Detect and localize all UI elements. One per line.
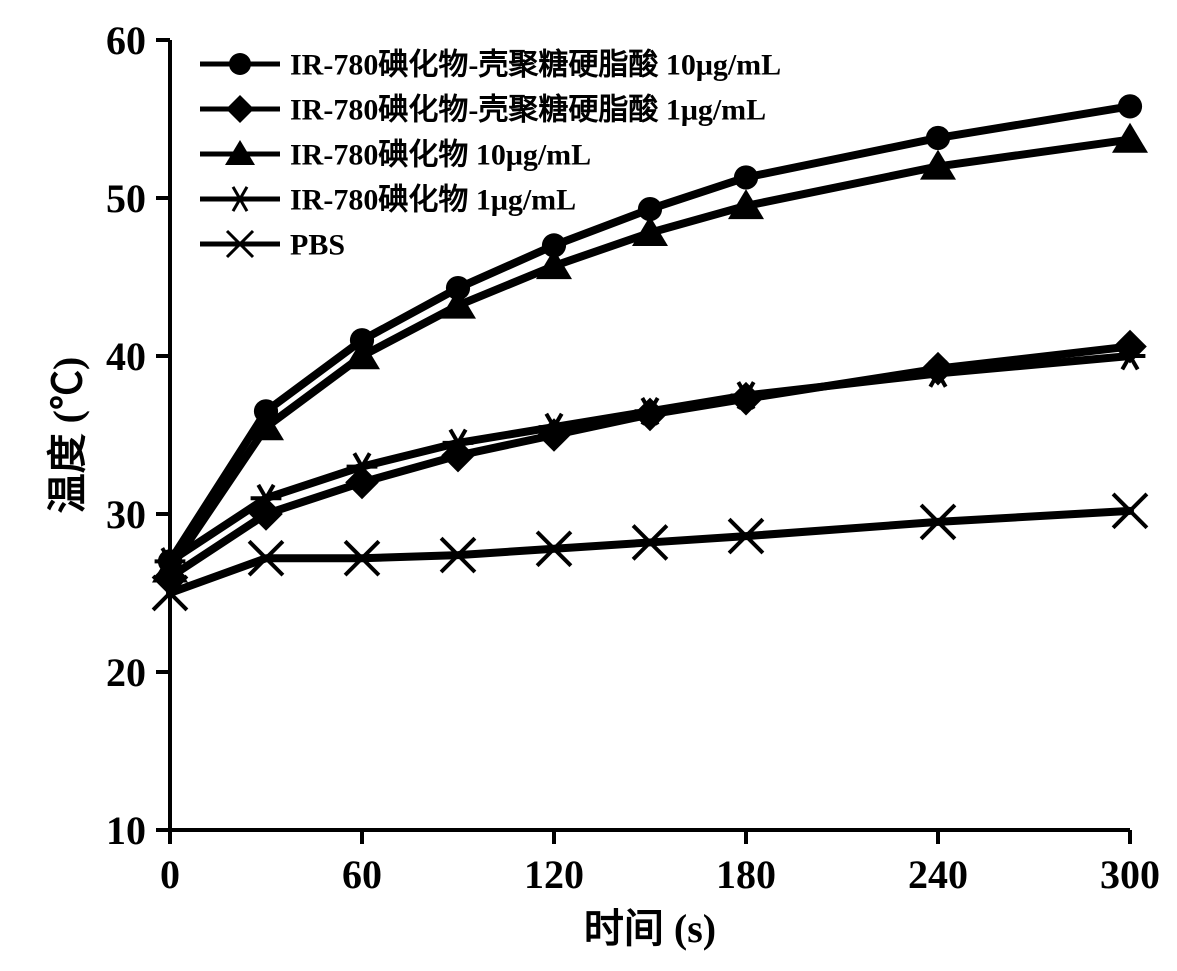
y-tick-label: 10: [106, 808, 146, 853]
x-tick-label: 240: [908, 852, 968, 897]
legend-label: IR-780碘化物 10μg/mL: [290, 139, 591, 172]
x-tick-label: 60: [342, 852, 382, 897]
x-tick-label: 300: [1100, 852, 1160, 897]
legend-item-csa1: IR-780碘化物-壳聚糖硬脂酸 1μg/mL: [200, 94, 766, 127]
chart-container: 0 60 120 180 240 300 10 20 30 40 50 60 时间 (s) 温度 (℃) I…: [0, 0, 1177, 971]
y-tick-label: 50: [106, 176, 146, 221]
legend-item-csa10: IR-780碘化物-壳聚糖硬脂酸 10μg/mL: [200, 49, 781, 82]
legend-label: PBS: [290, 229, 345, 262]
x-axis-label: 时间 (s): [584, 906, 716, 951]
x-tick-label: 0: [160, 852, 180, 897]
line-chart: 0 60 120 180 240 300 10 20 30 40 50 60 时间 (s) 温度 (℃) I…: [0, 0, 1177, 971]
legend-label: IR-780碘化物-壳聚糖硬脂酸 10μg/mL: [290, 49, 781, 82]
legend-item-pbs: PBS: [200, 229, 345, 262]
legend-label: IR-780碘化物-壳聚糖硬脂酸 1μg/mL: [290, 94, 766, 127]
y-tick-label: 30: [106, 492, 146, 537]
y-tick-label: 60: [106, 18, 146, 63]
legend-label: IR-780碘化物 1μg/mL: [290, 184, 576, 217]
y-axis-label: 温度 (℃): [45, 357, 90, 514]
x-tick-label: 120: [524, 852, 584, 897]
series-pbs: [153, 494, 1147, 610]
x-tick-label: 180: [716, 852, 776, 897]
y-tick-label: 40: [106, 334, 146, 379]
y-tick-label: 20: [106, 650, 146, 695]
legend-item-ir1: IR-780碘化物 1μg/mL: [200, 184, 576, 217]
legend-item-ir10: IR-780碘化物 10μg/mL: [200, 139, 591, 172]
